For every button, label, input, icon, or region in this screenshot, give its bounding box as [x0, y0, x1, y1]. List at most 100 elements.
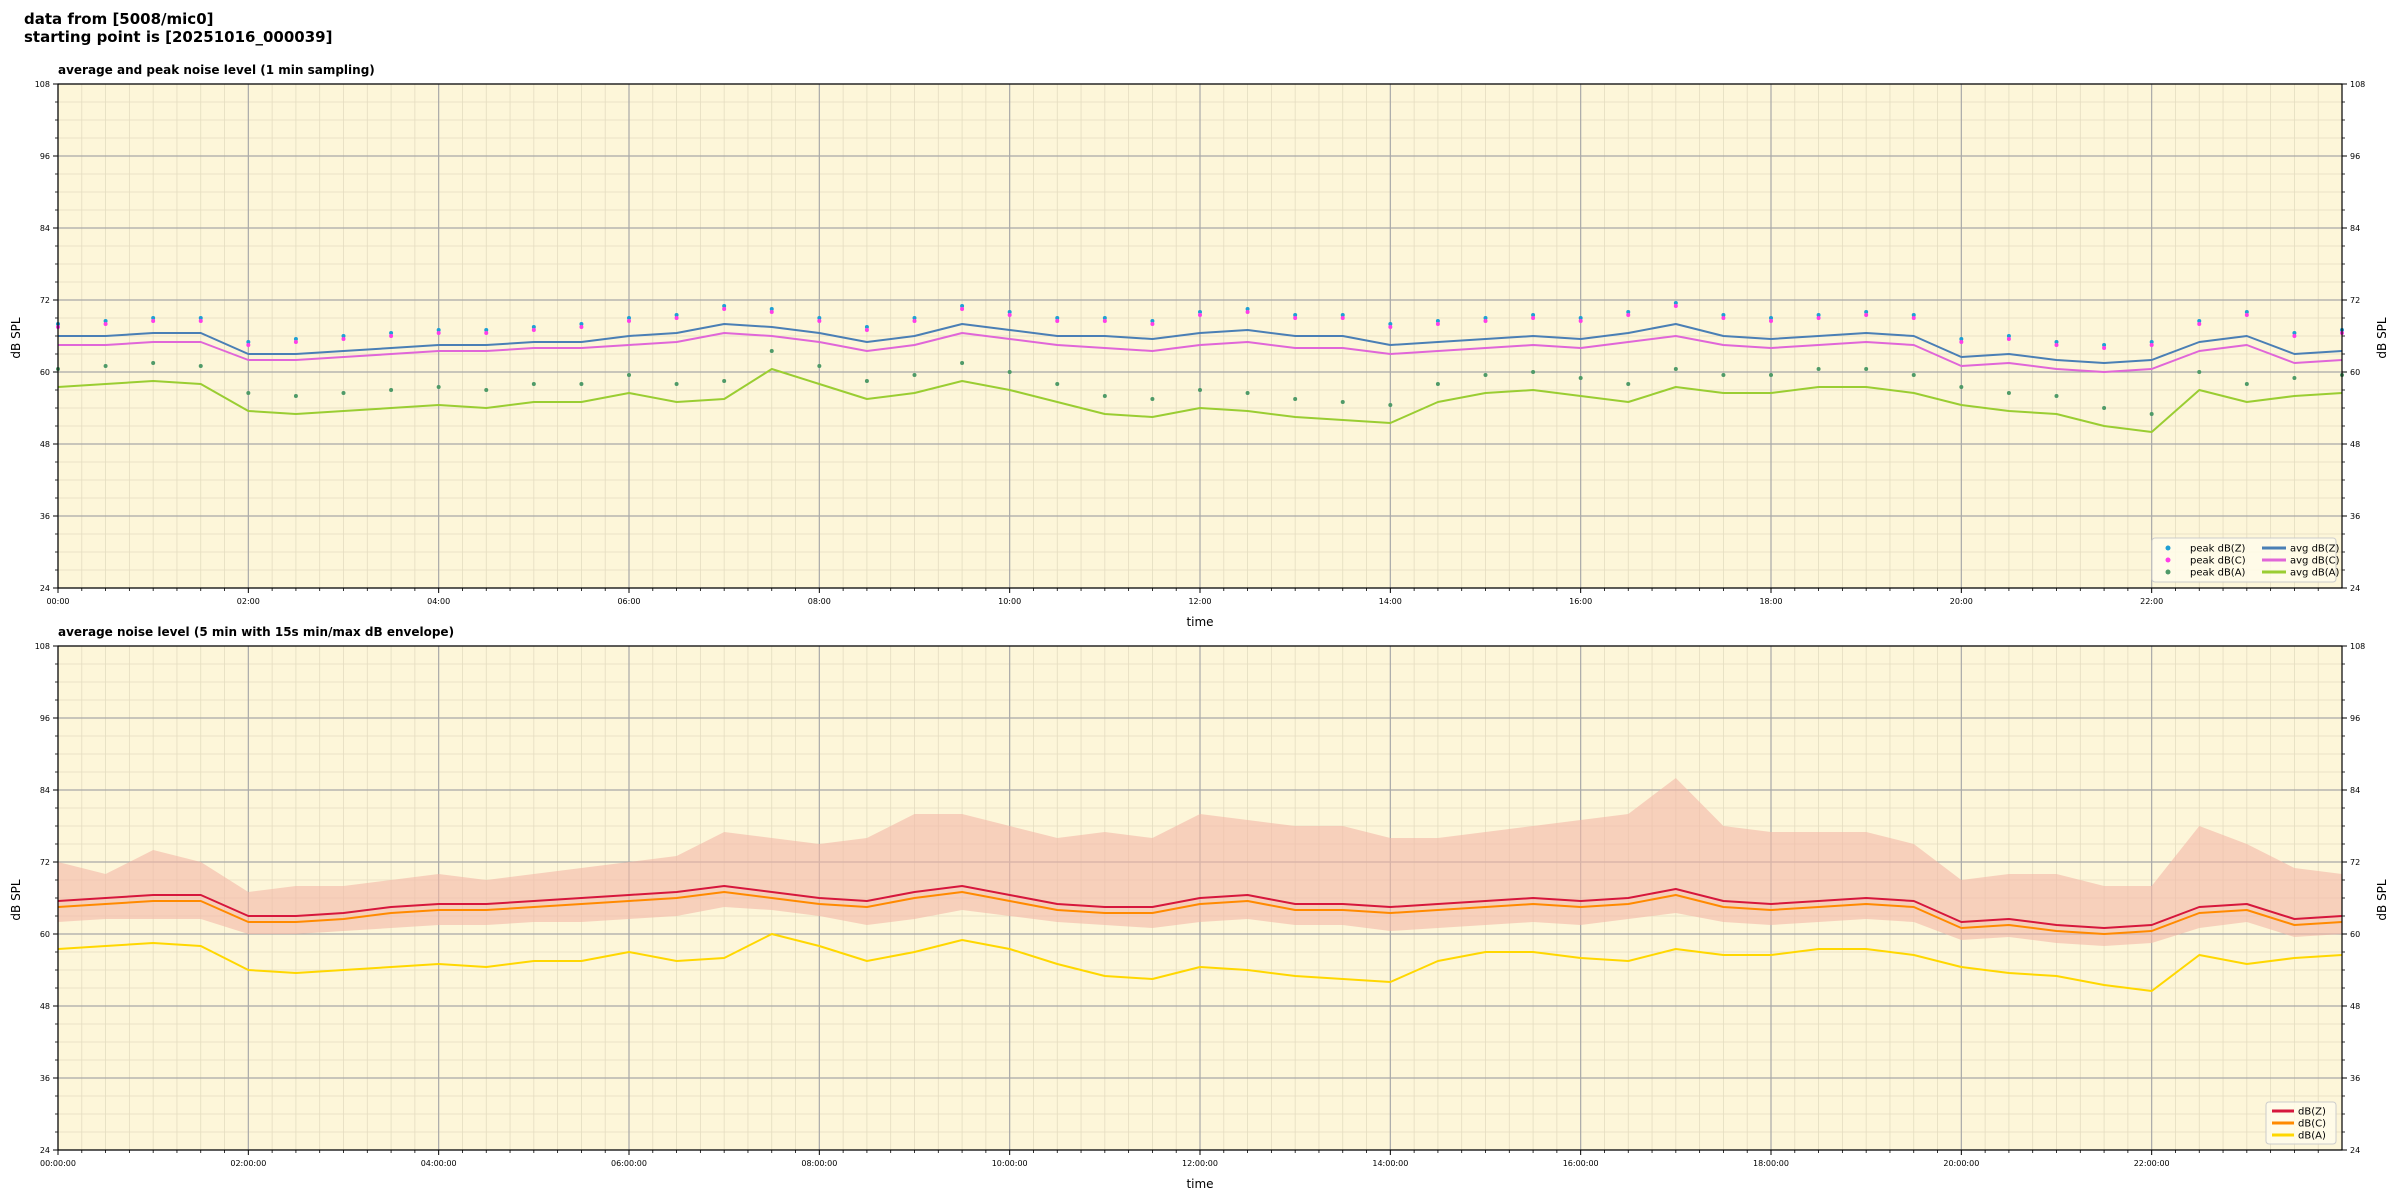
chart1-peak-point [1388, 403, 1393, 407]
chart1-ytick-label: 48 [40, 440, 50, 449]
chart1-peak-point [1388, 322, 1393, 326]
chart1-peak-point [1293, 316, 1298, 320]
chart1-peak-point [198, 316, 203, 320]
chart1-peak-point [1007, 370, 1012, 374]
chart2-xlabel: time [1186, 1177, 1213, 1191]
chart1-peak-point [2102, 346, 2107, 350]
chart2-plot: 24 24 36 36 48 48 60 60 72 72 84 84 96 96 108 108 00:00:… [35, 642, 2366, 1168]
chart1-peak-point [2292, 334, 2297, 338]
chart1-legend-box [2151, 537, 2337, 583]
chart2-xtick-label: 06:00:00 [611, 1159, 647, 1168]
chart1-peak-point [1245, 310, 1250, 314]
chart2-legend-label: dB(A) [2298, 1131, 2326, 1142]
chart1-peak-point [2244, 310, 2249, 314]
chart1-legend-label: avg dB(A) [2290, 568, 2340, 579]
chart1-peak-point [1721, 373, 1726, 377]
chart1-peak-point [960, 307, 965, 311]
chart1-peak-point [817, 319, 822, 323]
chart1-peak-point [769, 310, 774, 314]
chart1-peak-point [864, 379, 869, 383]
chart1-peak-point [579, 325, 584, 329]
chart1-peak-point [246, 343, 251, 347]
chart1-xtick-label: 06:00 [617, 597, 640, 606]
chart1-peak-point [198, 364, 203, 368]
chart1-peak-point [1102, 394, 1107, 398]
chart1-line-avg-db-z- [58, 323, 2343, 364]
chart2-xtick-label: 08:00:00 [801, 1159, 837, 1168]
chart1-legend-marker [2165, 545, 2171, 551]
chart1-legend-label: peak dB(Z) [2190, 544, 2246, 555]
chart1-peak-point [293, 337, 298, 341]
chart1-peak-point [2054, 343, 2059, 347]
chart1-peak-point [579, 322, 584, 326]
chart1-xtick-label: 08:00 [808, 597, 831, 606]
chart2-ytick-label: 72 [40, 858, 50, 867]
chart1-peak-point [1769, 373, 1773, 377]
chart1-peak-point [1769, 319, 1773, 323]
chart1-ytick-label-right: 48 [2350, 440, 2360, 449]
chart2-line-db-z- [57, 885, 2343, 929]
chart2-title: average noise level (5 min with 15s min/… [58, 625, 454, 639]
chart2-ytick-label-right: 72 [2350, 858, 2360, 867]
chart1-peak-point [1150, 319, 1155, 323]
chart1-peak-point [2054, 340, 2059, 344]
chart1-peak-point [1578, 316, 1583, 320]
chart1-peak-point [1150, 322, 1155, 326]
chart1-peak-point [1293, 397, 1298, 401]
chart1-ytick-label-right: 36 [2350, 512, 2360, 521]
chart1-peak-point [1150, 397, 1155, 401]
chart1-peak-point [722, 379, 727, 383]
chart1-peak-point [722, 307, 727, 311]
chart1-peak-point [531, 382, 536, 386]
chart1-peak-point [246, 340, 251, 344]
chart1-peak-point [1007, 313, 1012, 317]
chart2-ytick-label-right: 36 [2350, 1074, 2360, 1083]
chart1-peak-point [436, 328, 441, 332]
chart1-peak-point [1198, 310, 1202, 314]
chart1-line-avg-db-c- [58, 332, 2343, 373]
chart1-peak-point [151, 361, 156, 365]
chart1-peak-point [293, 340, 298, 344]
chart2-legend-label: dB(C) [2298, 1119, 2326, 1130]
report-header: data from [5008/mic0] starting point is … [24, 10, 332, 46]
chart1-series-peak-db-c- [56, 304, 2344, 350]
chart1-peak-point [1864, 313, 1869, 317]
chart1-xtick-label: 04:00 [427, 597, 450, 606]
chart1-xtick-label: 18:00 [1759, 597, 1782, 606]
chart1-ytick-label-right: 84 [2350, 224, 2360, 233]
chart1-ytick-label: 96 [40, 152, 50, 161]
chart1-xtick-label: 20:00 [1950, 597, 1973, 606]
chart2-xtick-label: 10:00:00 [992, 1159, 1028, 1168]
chart1-peak-point [1959, 340, 1964, 344]
chart2-ytick-label: 36 [40, 1074, 50, 1083]
chart1-peak-point [1531, 370, 1536, 374]
chart2-ytick-label: 108 [35, 642, 50, 651]
chart2-ytick-label: 24 [40, 1146, 50, 1155]
chart1-peak-point [1721, 313, 1726, 317]
chart1-peak-point [864, 328, 869, 332]
chart1-peak-point [1340, 313, 1345, 317]
chart1-peak-point [722, 304, 727, 308]
chart1-peak-point [1816, 367, 1821, 371]
chart1-peak-point [436, 331, 441, 335]
chart1-peak-point [627, 373, 631, 377]
chart2-line-db-c- [57, 891, 2343, 935]
chart1-peak-point [1055, 316, 1060, 320]
chart1-peak-point [1673, 304, 1678, 308]
chart1-peak-point [1769, 316, 1773, 320]
chart1-ytick-label-right: 72 [2350, 296, 2360, 305]
chart1-ylabel-right: dB SPL [2375, 317, 2389, 359]
chart2-ytick-label-right: 60 [2350, 930, 2360, 939]
chart1-peak-point [1531, 316, 1536, 320]
chart1-peak-point [1340, 400, 1345, 404]
chart1-peak-point [2244, 382, 2249, 386]
chart1-peak-point [389, 331, 394, 335]
chart1-ytick-label-right: 108 [2350, 80, 2365, 89]
chart1-peak-point [1959, 337, 1964, 341]
chart1-peak-point [1864, 310, 1869, 314]
chart2-ytick-label-right: 84 [2350, 786, 2360, 795]
chart2-xtick-label: 16:00:00 [1563, 1159, 1599, 1168]
chart2-ylabel: dB SPL [9, 879, 23, 921]
chart1-peak-point [1531, 313, 1536, 317]
